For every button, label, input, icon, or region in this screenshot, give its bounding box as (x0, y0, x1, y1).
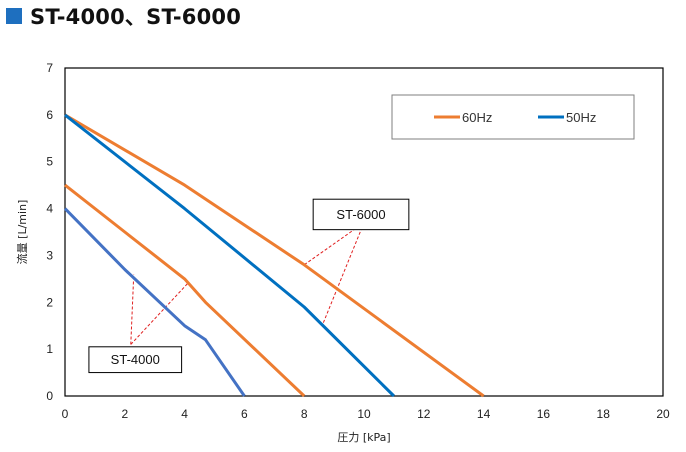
series-layer (63, 113, 485, 398)
x-tick-label: 10 (357, 407, 371, 421)
y-tick-label: 0 (46, 389, 53, 403)
legend-box (391, 94, 635, 140)
y-tick-label: 6 (46, 108, 53, 122)
series-line-st-6000-60hz (64, 113, 485, 398)
x-tick-label: 2 (121, 407, 128, 421)
x-ticks: 0 2 4 6 8 10 12 14 16 18 20 (62, 407, 670, 421)
x-tick-label: 16 (537, 407, 551, 421)
y-axis-label: 流量 [L/min] (15, 200, 29, 265)
x-tick-label: 12 (417, 407, 431, 421)
callout-leader-line (130, 274, 135, 345)
y-tick-label: 4 (46, 202, 53, 216)
callout-label-st-4000: ST-4000 (111, 352, 160, 367)
page-title-bar: ST-4000、ST-6000 (6, 2, 241, 30)
y-tick-label: 2 (46, 295, 53, 309)
y-tick-label: 7 (46, 61, 53, 75)
callout-label-st-6000: ST-6000 (336, 207, 385, 222)
y-ticks: 0 1 2 3 4 5 6 7 (46, 61, 53, 403)
x-tick-label: 18 (597, 407, 611, 421)
x-tick-label: 8 (301, 407, 308, 421)
callout-leader-line (321, 222, 365, 326)
series-line-st-4000-50hz (63, 207, 246, 397)
legend: 60Hz 50Hz (391, 94, 635, 140)
x-tick-label: 6 (241, 407, 248, 421)
callout-boxes: ST-6000 ST-4000 (88, 198, 410, 374)
x-tick-label: 4 (181, 407, 188, 421)
page-title: ST-4000、ST-6000 (30, 5, 242, 29)
x-tick-label: 0 (62, 407, 69, 421)
y-tick-label: 1 (46, 342, 53, 356)
y-tick-label: 5 (46, 155, 53, 169)
callout-box-st-4000 (88, 346, 183, 374)
series-line-st-6000-50hz (64, 113, 395, 398)
callout-box-st-6000 (312, 198, 410, 231)
callout-leader-line (130, 283, 188, 345)
legend-label-50hz: 50Hz (566, 110, 596, 125)
legend-label-60hz: 60Hz (462, 110, 492, 125)
x-axis-label: 圧力 [kPa] (337, 431, 390, 444)
y-tick-label: 3 (46, 248, 53, 262)
x-tick-label: 20 (656, 407, 670, 421)
x-tick-label: 14 (477, 407, 491, 421)
series-line-st-4000-60hz (64, 183, 306, 398)
title-square-icon (6, 8, 22, 24)
